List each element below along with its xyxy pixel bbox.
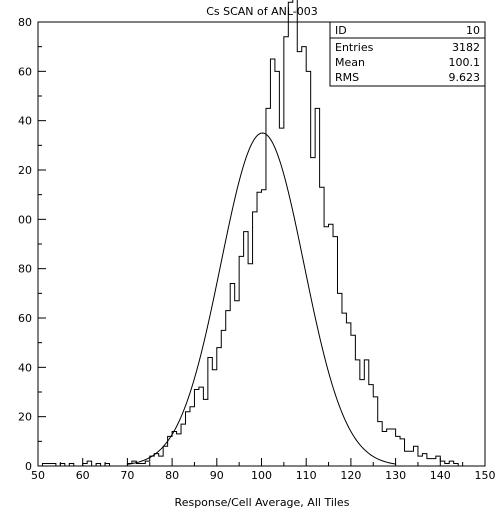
x-tick-label: 150 xyxy=(475,469,496,482)
stats-value: 100.1 xyxy=(449,56,481,69)
y-tick-label: 60 xyxy=(18,312,32,325)
y-tick-label: 40 xyxy=(18,115,32,128)
x-tick-label: 120 xyxy=(340,469,361,482)
y-tick-label: 40 xyxy=(18,361,32,374)
x-tick-label: 50 xyxy=(31,469,45,482)
x-tick-label: 130 xyxy=(385,469,406,482)
y-tick-label: 0 xyxy=(25,460,32,473)
x-tick-label: 60 xyxy=(76,469,90,482)
chart-title: Cs SCAN of ANL-003 xyxy=(206,5,318,18)
y-tick-label: 60 xyxy=(18,65,32,78)
stats-value: 3182 xyxy=(452,41,480,54)
x-tick-label: 90 xyxy=(210,469,224,482)
x-tick-label: 80 xyxy=(165,469,179,482)
plot-frame xyxy=(37,21,486,467)
stats-label: RMS xyxy=(335,71,359,84)
stats-box xyxy=(329,21,486,87)
x-tick-label: 110 xyxy=(296,469,317,482)
histogram-series xyxy=(38,0,485,467)
stats-value: 9.623 xyxy=(449,71,481,84)
y-tick-label: 80 xyxy=(18,16,32,29)
x-tick-label: 100 xyxy=(251,469,272,482)
stats-label: ID xyxy=(335,24,347,37)
x-axis-label: Response/Cell Average, All Tiles xyxy=(175,496,350,509)
stats-label: Mean xyxy=(335,56,365,69)
stats-value: 10 xyxy=(466,24,480,37)
y-tick-label: 80 xyxy=(18,263,32,276)
stats-label: Entries xyxy=(335,41,374,54)
y-tick-label: 20 xyxy=(18,411,32,424)
gaussian-fit-curve xyxy=(127,132,396,465)
y-tick-label: 20 xyxy=(18,164,32,177)
y-tick-label: 00 xyxy=(18,213,32,226)
x-tick-label: 140 xyxy=(430,469,451,482)
x-tick-label: 70 xyxy=(120,469,134,482)
